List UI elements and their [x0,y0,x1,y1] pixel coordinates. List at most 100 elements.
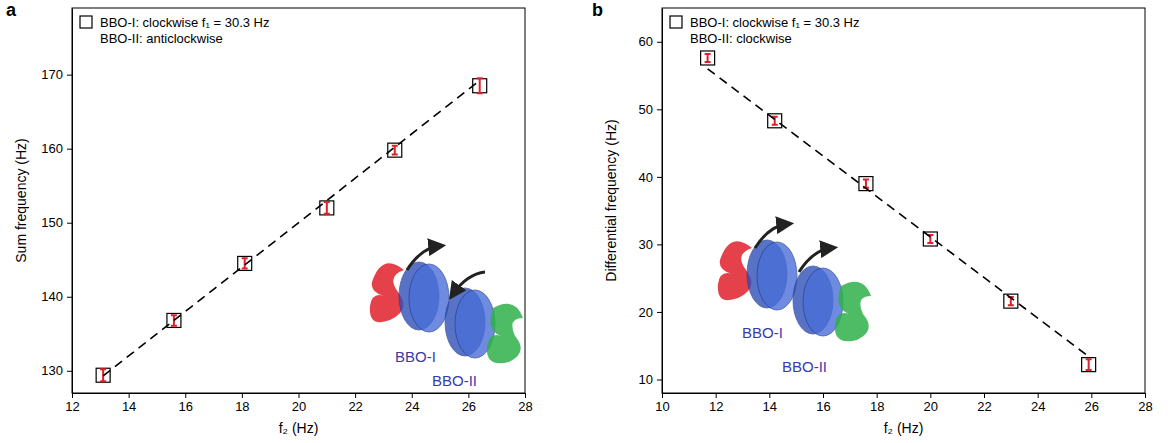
beam-illustration [835,282,871,342]
error-bar [705,54,711,62]
data-point [1082,358,1096,372]
y-axis: 130140150160170 [41,9,72,394]
x-tick: 22 [348,393,362,414]
x-tick: 14 [122,393,136,414]
data-point [167,313,181,327]
error-bar [477,78,483,93]
y-tick-label: 130 [41,363,63,378]
y-tick-label: 60 [639,34,653,49]
plot-frame [662,8,1145,393]
legend-note: BBO-II: clockwise [690,31,792,46]
x-tick-mark [662,393,663,398]
y-tick-label: 140 [41,289,63,304]
panel: 10121416182022242628102030405060f₂ (Hz)D… [592,0,1153,436]
data-point [701,51,715,65]
x-tick-mark [823,393,824,398]
x-tick-mark [877,393,878,398]
y-tick-mark [657,379,662,380]
y-tick: 170 [41,67,72,82]
x-tick-label: 10 [655,399,669,414]
y-tick-mark [657,109,662,110]
x-tick: 26 [462,393,476,414]
x-tick: 24 [1031,393,1045,414]
x-tick-label: 18 [870,399,884,414]
x-tick-label: 16 [179,399,193,414]
legend-marker [670,16,682,28]
rotation-arrow [755,224,787,248]
y-tick-mark [67,149,72,150]
data-point [473,79,487,93]
x-tick-label: 24 [405,399,419,414]
y-tick-label: 170 [41,67,63,82]
x-tick: 24 [405,393,419,414]
x-tick-mark [769,393,770,398]
y-tick: 60 [639,34,662,49]
x-tick-label: 26 [462,399,476,414]
x-tick-label: 12 [65,399,79,414]
x-tick: 20 [292,393,306,414]
y-tick-mark [67,75,72,76]
x-tick-label: 22 [348,399,362,414]
x-tick: 14 [763,393,777,414]
x-tick-mark [242,393,243,398]
legend-note: BBO-II: anticlockwise [100,31,223,46]
x-tick-mark [185,393,186,398]
x-axis-line [663,393,1146,394]
y-tick: 130 [41,363,72,378]
x-tick: 16 [179,393,193,414]
y-tick-mark [657,312,662,313]
y-tick-mark [67,223,72,224]
x-tick-mark [930,393,931,398]
fit-line [103,81,480,376]
plot-area [96,78,487,382]
error-bar [171,315,177,325]
x-tick-mark [355,393,356,398]
x-tick-mark [716,393,717,398]
inset-label: BBO-II [782,358,827,375]
x-tick-label: 26 [1085,399,1099,414]
x-tick-mark [984,393,985,398]
x-tick-label: 20 [924,399,938,414]
y-tick-label: 40 [639,170,653,185]
rotation-arrow [407,246,439,270]
panel-letter: b [592,0,603,20]
x-tick-label: 18 [235,399,249,414]
x-tick: 28 [518,393,532,414]
y-tick: 10 [639,372,662,387]
y-tick-mark [657,177,662,178]
error-bar [324,202,330,214]
x-axis: 12 14 16 18 20 22 24 26 28 [65,393,532,414]
fit-line [708,69,1089,357]
y-tick-label: 20 [639,305,653,320]
x-tick: 28 [1138,393,1152,414]
x-tick: 16 [816,393,830,414]
x-tick: 18 [870,393,884,414]
x-tick-label: 28 [1138,399,1152,414]
y-tick-label: 150 [41,215,63,230]
y-tick: 140 [41,289,72,304]
inset-label: BBO-II [432,372,477,389]
y-tick-label: 50 [639,102,653,117]
crystal-illustration [757,242,797,310]
legend: BBO-I: clockwise f₁ = 30.3 HzBBO-II: ant… [80,15,269,46]
x-tick-mark [525,393,526,398]
y-tick-mark [657,244,662,245]
x-tick: 12 [709,393,723,414]
x-axis-title: f₂ (Hz) [884,420,924,436]
plot-frame [72,8,525,393]
x-tick: 12 [65,393,79,414]
x-tick: 26 [1085,393,1099,414]
y-tick-mark [67,297,72,298]
x-tick-label: 16 [816,399,830,414]
y-tick-mark [657,42,662,43]
x-tick-label: 14 [122,399,136,414]
rotation-arrow [799,248,831,272]
x-tick-mark [468,393,469,398]
inset-label: BBO-I [742,324,783,341]
legend: BBO-I: clockwise f₁ = 30.3 HzBBO-II: clo… [670,15,859,46]
panel-letter: a [6,0,17,20]
data-point [320,201,334,215]
x-axis: 10 12 14 16 18 20 22 24 26 28 [655,393,1152,414]
setup-illustration [370,246,523,363]
x-tick-label: 22 [977,399,991,414]
